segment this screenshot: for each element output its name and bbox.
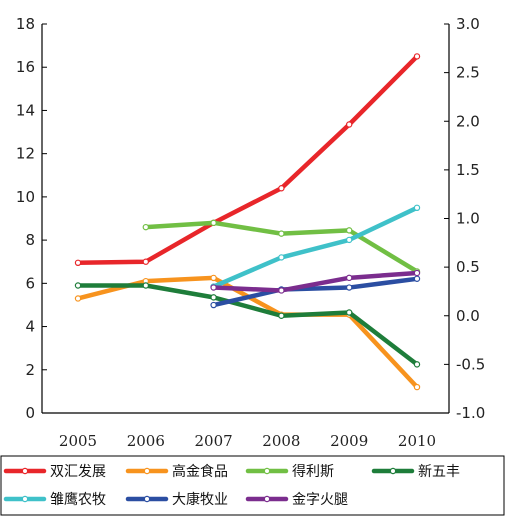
series-line (211, 270, 420, 293)
data-point (278, 254, 285, 261)
right-tick-label: 0.5 (456, 258, 480, 276)
left-tick-label: 8 (25, 231, 35, 249)
left-tick-label: 0 (25, 404, 35, 422)
series-line (75, 275, 420, 390)
data-point (346, 274, 353, 282)
left-tick-label: 14 (16, 101, 35, 119)
data-point (413, 361, 421, 368)
data-point (142, 258, 149, 265)
legend-marker (21, 467, 29, 475)
series-line (75, 54, 420, 266)
left-tick-label: 4 (25, 318, 35, 336)
data-point (142, 223, 149, 231)
data-point (413, 269, 421, 277)
legend-item: 新五丰 (371, 464, 460, 480)
right-tick-label: 0.0 (456, 307, 480, 325)
data-point (210, 284, 217, 291)
right-tick-label: 1.0 (456, 210, 480, 228)
right-tick-label: 2.0 (456, 112, 480, 130)
legend-marker (389, 467, 397, 475)
series-1 (74, 274, 421, 391)
legend-label: 大康牧业 (172, 491, 228, 508)
right-tick-label: 1.5 (456, 161, 480, 179)
right-tick-label: 3.0 (456, 15, 480, 33)
legend-label: 双汇发展 (50, 464, 106, 480)
series-line (75, 283, 420, 367)
right-tick-label: 2.5 (456, 64, 480, 82)
data-point (278, 185, 285, 192)
right-tick-label: -0.5 (456, 355, 485, 373)
series-line (211, 276, 420, 308)
data-point (210, 301, 217, 309)
legend-item: 得利斯 (245, 463, 334, 480)
left-tick-label: 10 (16, 188, 35, 206)
legend-label: 金字火腿 (292, 492, 348, 508)
x-axis: 2005 2006 2007 2008 2009 2010 (42, 412, 449, 450)
right-y-axis: -1.0 -0.5 0.0 0.5 1.0 1.5 2.0 2.5 3.0 (444, 15, 485, 422)
x-tick-label: 2007 (195, 432, 233, 450)
legend-label: 得利斯 (292, 463, 334, 480)
data-point (278, 312, 285, 319)
series-6 (210, 269, 421, 294)
data-point (210, 274, 217, 282)
x-tick-label: 2008 (262, 432, 300, 450)
legend-item: 高金食品 (125, 463, 228, 480)
series-line (143, 220, 420, 274)
data-point (413, 275, 421, 282)
data-point (74, 282, 82, 289)
legend-marker (21, 495, 29, 503)
legend-marker (263, 495, 271, 503)
data-point (278, 230, 285, 237)
x-tick-label: 2010 (398, 432, 436, 450)
data-point (346, 284, 353, 291)
legend-label: 雏鹰农牧 (50, 492, 106, 508)
legend-label: 新五丰 (418, 464, 460, 480)
legend-item: 雏鹰农牧 (3, 492, 106, 508)
data-point (413, 53, 421, 60)
data-point (210, 219, 217, 227)
data-point (346, 309, 353, 316)
series-0 (74, 53, 421, 267)
left-y-axis: 0 2 4 6 8 10 12 14 16 18 (16, 15, 47, 422)
legend-item: 双汇发展 (3, 464, 106, 480)
series-2 (142, 219, 421, 275)
left-tick-label: 18 (16, 15, 35, 33)
left-tick-label: 6 (25, 274, 35, 292)
right-tick-label: -1.0 (456, 404, 485, 422)
data-point (346, 121, 353, 128)
legend-marker (143, 495, 151, 503)
left-tick-label: 16 (16, 58, 35, 76)
legend-box (0, 455, 505, 516)
data-point (74, 295, 82, 302)
series-3 (74, 282, 421, 368)
data-point (413, 383, 421, 391)
data-point (346, 227, 353, 234)
x-tick-label: 2005 (59, 432, 97, 450)
legend-item: 金字火腿 (245, 492, 348, 508)
data-point (346, 236, 353, 244)
x-tick-label: 2009 (330, 432, 368, 450)
data-point (74, 259, 82, 267)
data-point (210, 294, 217, 301)
legend-marker (263, 467, 271, 475)
left-tick-label: 2 (25, 361, 35, 379)
x-tick-label: 2006 (127, 432, 165, 450)
data-point (413, 204, 421, 212)
legend-item: 大康牧业 (125, 491, 228, 508)
series-layer (74, 53, 421, 391)
series-line (211, 205, 420, 289)
data-point (142, 282, 149, 289)
data-point (278, 287, 285, 294)
left-tick-label: 12 (16, 145, 35, 163)
legend-label: 高金食品 (172, 463, 228, 480)
legend-marker (143, 467, 151, 475)
